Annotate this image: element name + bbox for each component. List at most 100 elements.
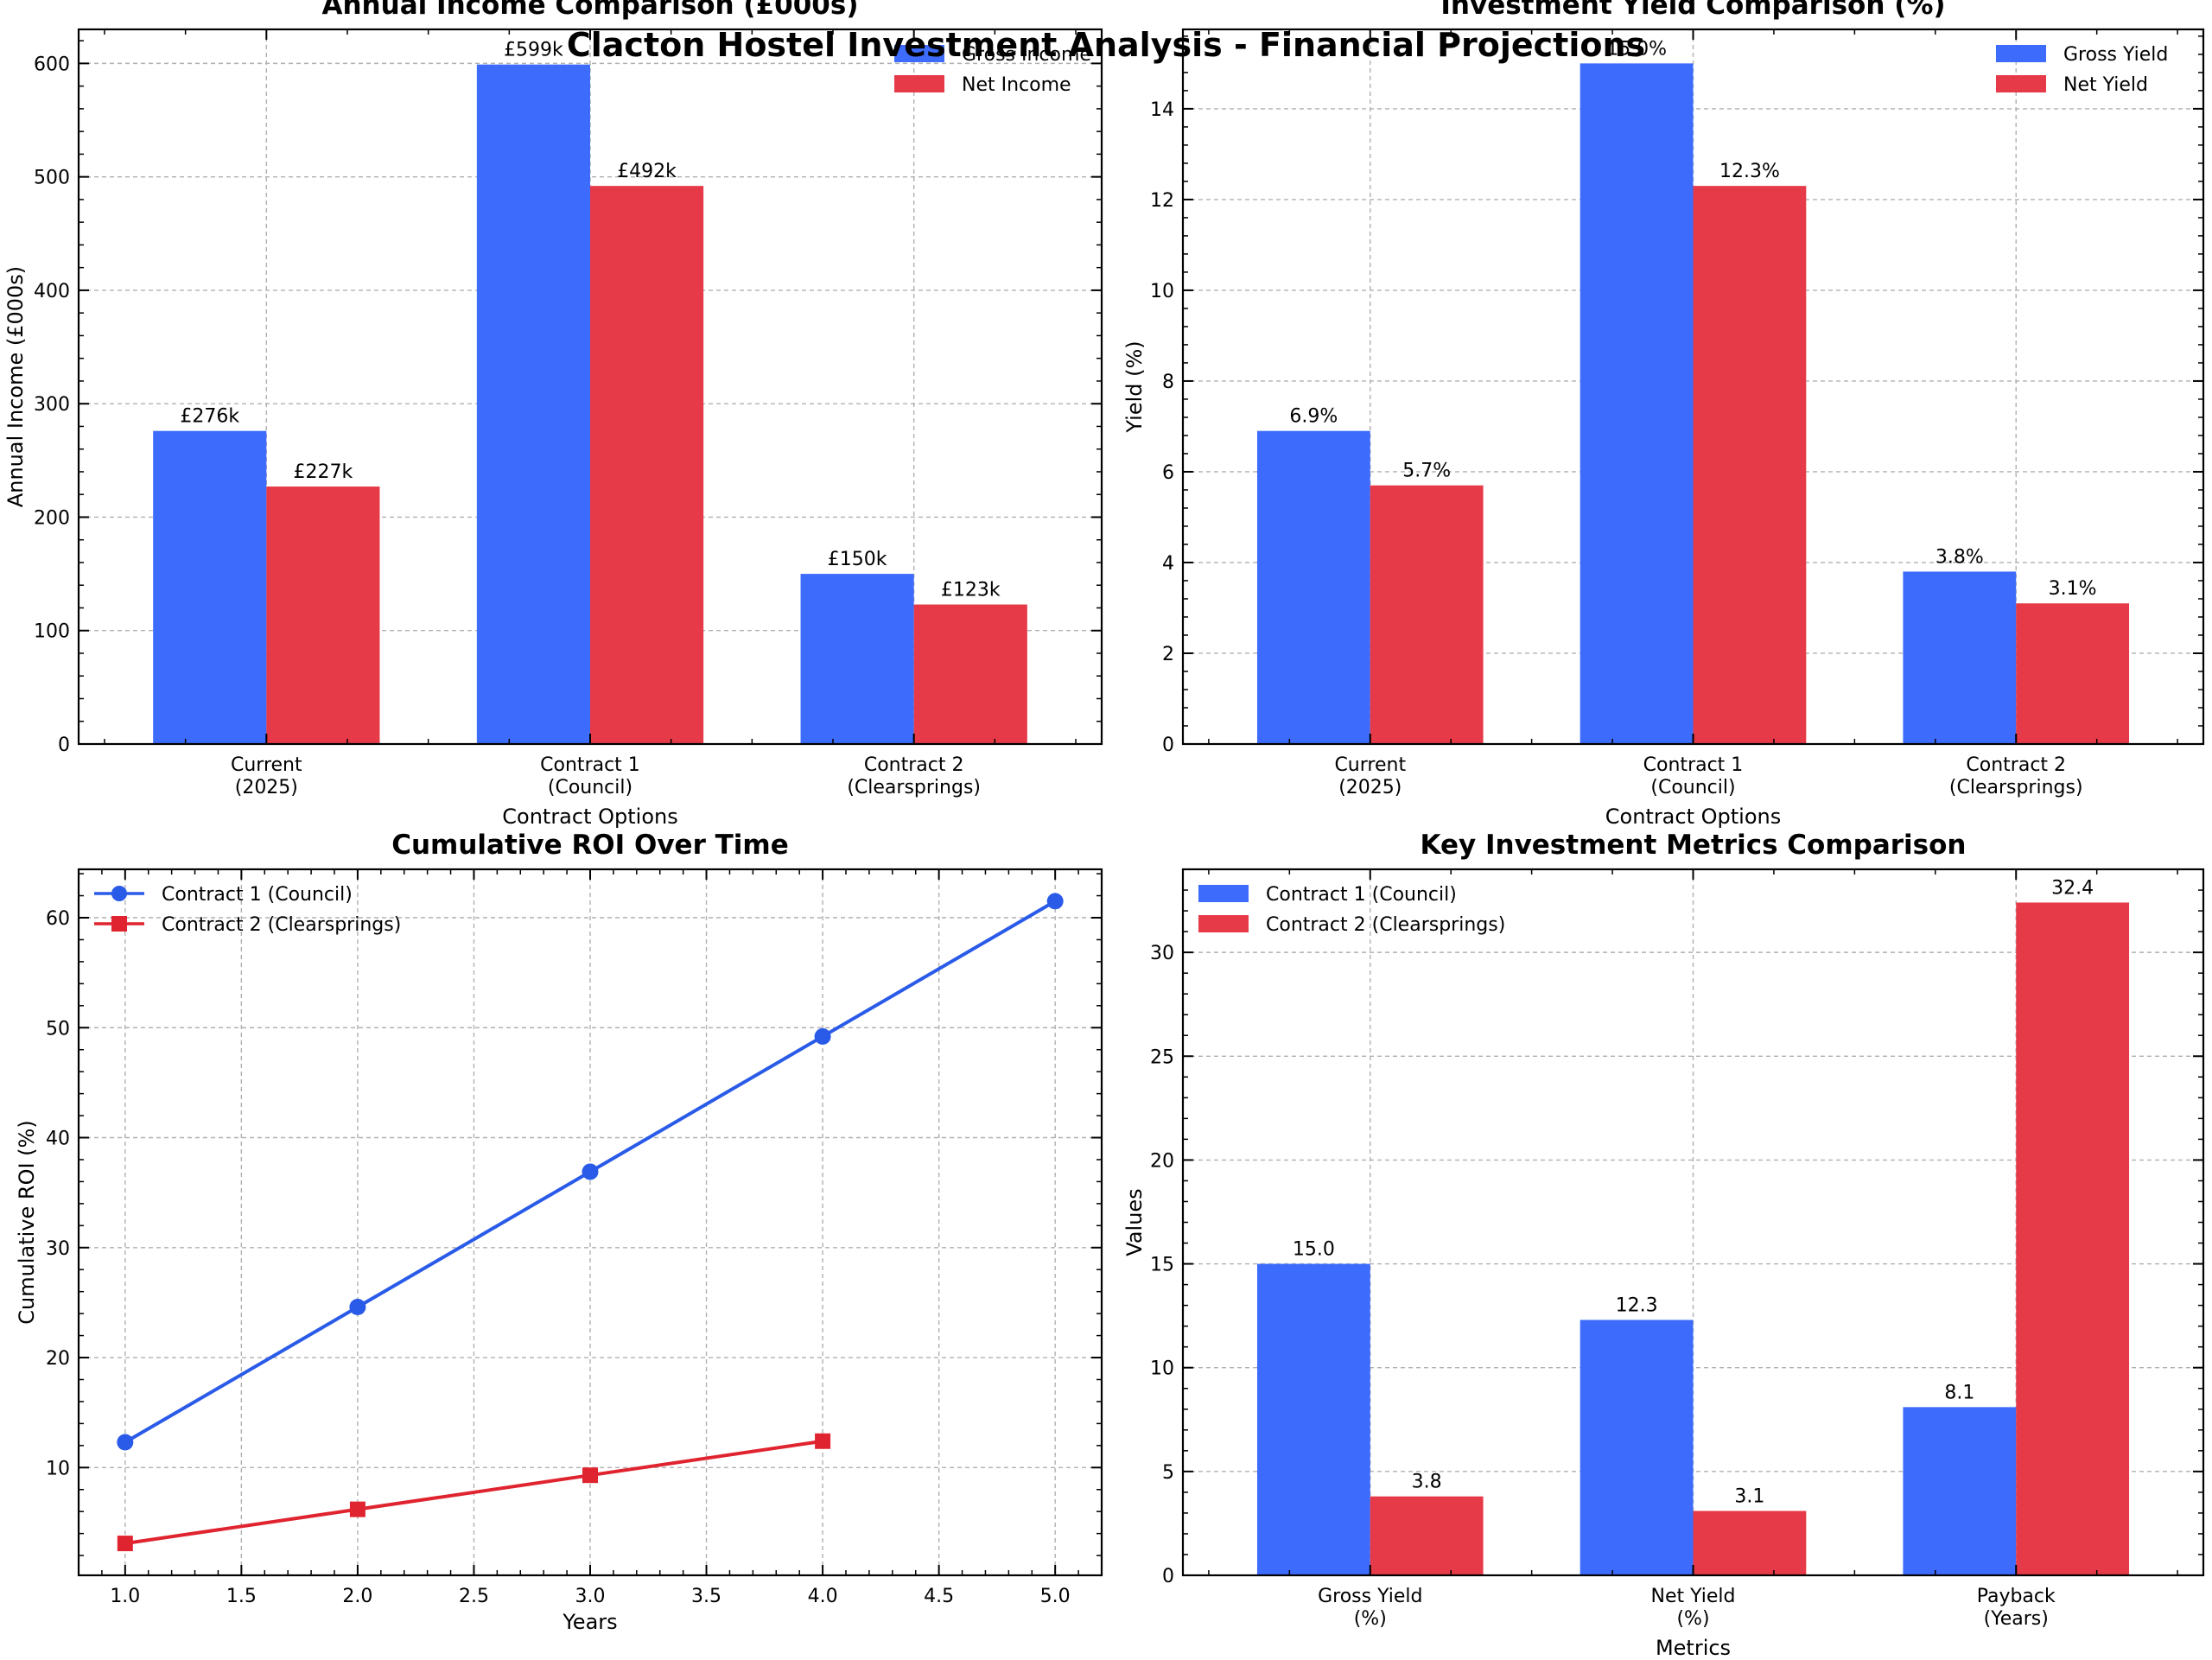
bar-value-label: 6.9% bbox=[1289, 406, 1338, 428]
x-axis-label: Years bbox=[562, 1610, 617, 1634]
legend-swatch bbox=[894, 45, 944, 62]
y-tick-label: 20 bbox=[1150, 1150, 1174, 1172]
bar bbox=[1370, 485, 1484, 744]
bar-value-label: 15.0% bbox=[1606, 38, 1667, 60]
y-tick-label: 0 bbox=[1162, 1566, 1174, 1587]
y-tick-label: 50 bbox=[46, 1018, 70, 1040]
data-point bbox=[349, 1501, 365, 1517]
x-tick-label: 4.0 bbox=[808, 1586, 838, 1607]
y-tick-label: 4 bbox=[1162, 553, 1174, 575]
y-tick-label: 15 bbox=[1150, 1255, 1174, 1276]
y-tick-label: 500 bbox=[34, 168, 70, 189]
y-tick-label: 400 bbox=[34, 281, 70, 302]
x-tick-label: Contract 1 (Council) bbox=[1643, 754, 1744, 798]
legend-label: Contract 1 (Council) bbox=[162, 884, 353, 906]
data-point bbox=[117, 1536, 133, 1552]
data-point bbox=[582, 1467, 598, 1484]
data-point bbox=[349, 1298, 366, 1315]
x-tick-label: Current (2025) bbox=[231, 754, 302, 798]
data-point bbox=[815, 1433, 831, 1449]
bar bbox=[1580, 1320, 1694, 1575]
x-tick-label: 2.5 bbox=[459, 1586, 489, 1607]
y-axis-label: Yield (%) bbox=[1122, 340, 1147, 433]
x-tick-label: 4.5 bbox=[924, 1586, 954, 1607]
bar bbox=[476, 64, 590, 744]
bar-value-label: 32.4 bbox=[2051, 877, 2094, 899]
y-tick-label: 8 bbox=[1162, 372, 1174, 393]
legend-marker bbox=[111, 916, 127, 932]
y-axis-label: Cumulative ROI (%) bbox=[15, 1120, 39, 1324]
bar-value-label: £276k bbox=[180, 406, 239, 428]
legend-label: Contract 2 (Clearsprings) bbox=[1266, 914, 1505, 936]
y-tick-label: 14 bbox=[1150, 99, 1174, 121]
legend-swatch bbox=[894, 75, 944, 92]
x-tick-label: 2.0 bbox=[342, 1586, 372, 1607]
y-tick-label: 10 bbox=[1150, 1358, 1174, 1380]
y-tick-label: 10 bbox=[46, 1458, 70, 1479]
y-tick-label: 40 bbox=[46, 1129, 70, 1150]
x-tick-label: 1.0 bbox=[110, 1586, 140, 1607]
bar bbox=[1256, 430, 1370, 744]
y-tick-label: 25 bbox=[1150, 1046, 1174, 1068]
y-tick-label: 100 bbox=[34, 621, 70, 643]
y-tick-label: 0 bbox=[58, 735, 70, 756]
x-tick-label: Payback (Years) bbox=[1977, 1586, 2056, 1630]
bar bbox=[1580, 63, 1694, 744]
bar-value-label: £123k bbox=[941, 580, 1001, 601]
x-tick-label: Contract 2 (Clearsprings) bbox=[1949, 754, 2083, 798]
legend-swatch bbox=[1996, 45, 2046, 62]
bar bbox=[2016, 603, 2130, 744]
x-tick-label: Contract 2 (Clearsprings) bbox=[847, 754, 981, 798]
y-tick-label: 5 bbox=[1162, 1462, 1174, 1484]
figure-title: Clacton Hostel Investment Analysis - Fin… bbox=[566, 26, 1646, 64]
bar bbox=[913, 604, 1027, 744]
bar-value-label: 3.1% bbox=[2049, 578, 2097, 600]
data-point bbox=[117, 1434, 134, 1451]
x-tick-label: 3.0 bbox=[575, 1586, 606, 1607]
bar bbox=[1693, 186, 1807, 745]
bar bbox=[1903, 1407, 2017, 1575]
bar-value-label: 3.8 bbox=[1412, 1472, 1442, 1493]
x-tick-label: 1.5 bbox=[226, 1586, 257, 1607]
legend-swatch bbox=[1198, 915, 1249, 932]
series-line bbox=[124, 1439, 823, 1546]
bar-value-label: 12.3 bbox=[1616, 1294, 1658, 1316]
chart-panel-3: 10 20 30 40 50 60 1.0 1.5 2.0 2.5 3.0 3.5 4.0 4.5 5.0 Y… bbox=[15, 830, 1103, 1634]
chart-title: Investment Yield Comparison (%) bbox=[1440, 0, 1945, 21]
bar bbox=[2016, 902, 2130, 1575]
bar bbox=[1903, 571, 2017, 744]
y-tick-label: 200 bbox=[34, 507, 70, 529]
bar-value-label: 12.3% bbox=[1719, 161, 1780, 182]
bar-value-label: 3.8% bbox=[1936, 546, 1984, 568]
bar-value-label: £150k bbox=[828, 549, 887, 570]
y-tick-label: 10 bbox=[1150, 281, 1174, 302]
chart-panel-1: £276k £599k £150k £227k £492k £123k 0 100 200 300… bbox=[3, 0, 1103, 829]
x-tick-label: Gross Yield (%) bbox=[1318, 1586, 1422, 1630]
bar-value-label: £599k bbox=[504, 40, 563, 61]
x-axis-label: Contract Options bbox=[502, 805, 677, 829]
y-tick-label: 6 bbox=[1162, 462, 1174, 484]
bar bbox=[1256, 1263, 1370, 1575]
bar bbox=[800, 574, 914, 744]
bar bbox=[590, 186, 704, 745]
x-tick-label: Current (2025) bbox=[1334, 754, 1406, 798]
bar-value-label: 3.1 bbox=[1734, 1486, 1764, 1508]
y-tick-label: 300 bbox=[34, 394, 70, 416]
bar-value-label: 8.1 bbox=[1944, 1382, 1974, 1403]
y-axis-label: Annual Income (£000s) bbox=[3, 266, 28, 507]
bar-value-label: £492k bbox=[617, 161, 677, 182]
bar-value-label: 5.7% bbox=[1402, 461, 1451, 482]
legend-marker bbox=[111, 886, 127, 901]
x-tick-label: 3.5 bbox=[691, 1586, 721, 1607]
x-axis-label: Contract Options bbox=[1605, 805, 1781, 829]
legend-label: Gross Income bbox=[962, 44, 1091, 66]
y-tick-label: 60 bbox=[46, 908, 70, 930]
x-axis-label: Metrics bbox=[1656, 1636, 1731, 1660]
legend-label: Contract 1 (Council) bbox=[1266, 884, 1457, 906]
legend-swatch bbox=[1996, 75, 2046, 92]
bar bbox=[266, 487, 380, 744]
legend-swatch bbox=[1198, 885, 1249, 902]
y-tick-label: 30 bbox=[1150, 943, 1174, 964]
y-tick-label: 30 bbox=[46, 1238, 70, 1260]
chart-title: Cumulative ROI Over Time bbox=[391, 830, 789, 861]
